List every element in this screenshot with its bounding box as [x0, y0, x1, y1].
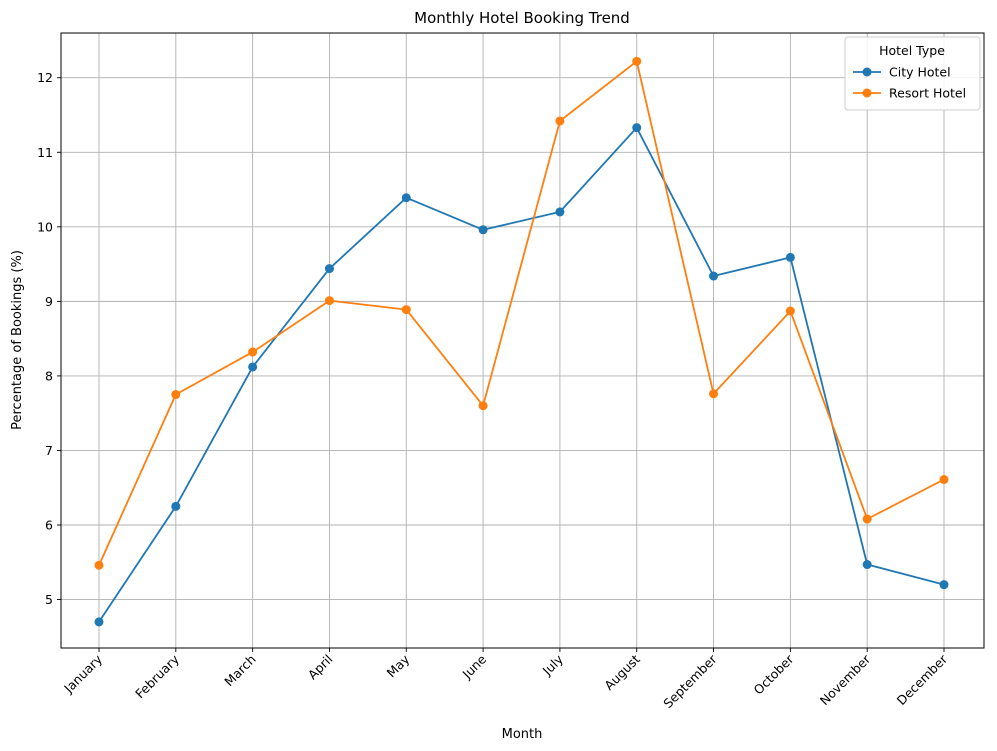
- city-hotel-point: [555, 207, 565, 217]
- y-tick-label: 12: [37, 70, 53, 85]
- city-hotel-point: [171, 501, 181, 511]
- y-tick-label: 6: [45, 518, 53, 533]
- legend-marker-swatch: [862, 88, 872, 98]
- resort-hotel-point: [401, 305, 411, 315]
- resort-hotel-point: [785, 306, 795, 316]
- city-hotel-line: [98, 126, 945, 623]
- resort-hotel-point: [555, 116, 565, 126]
- resort-hotel-point: [248, 347, 258, 357]
- resort-hotel-point: [632, 56, 642, 66]
- legend-items: City Hotel Resort Hotel: [853, 65, 966, 101]
- legend: Hotel Type City Hotel Resort Hotel: [844, 36, 981, 111]
- city-hotel-point: [862, 560, 872, 570]
- y-tick-label: 8: [45, 368, 53, 383]
- resort-hotel-line: [98, 60, 945, 566]
- legend-label: City Hotel: [889, 65, 951, 80]
- y-tick-label: 5: [45, 592, 53, 607]
- legend-item-resort-hotel: Resort Hotel: [853, 86, 966, 101]
- resort-hotel-point: [709, 389, 719, 399]
- series-layer: [94, 56, 949, 627]
- chart-title: Monthly Hotel Booking Trend: [414, 9, 630, 27]
- city-hotel-point: [248, 362, 258, 372]
- plot-frame: [60, 32, 985, 649]
- legend-marker-swatch: [862, 67, 872, 77]
- y-tick-label: 10: [37, 219, 53, 234]
- resort-hotel-point: [862, 514, 872, 524]
- series-city-hotel: [94, 123, 949, 627]
- legend-item-city-hotel: City Hotel: [853, 65, 951, 80]
- city-hotel-point: [94, 617, 104, 627]
- legend-box: [844, 36, 981, 111]
- resort-hotel-point: [939, 475, 949, 485]
- city-hotel-point: [324, 264, 334, 274]
- city-hotel-point: [478, 225, 488, 235]
- resort-hotel-point: [171, 390, 181, 400]
- y-tick-label: 11: [37, 145, 53, 160]
- series-resort-hotel: [94, 56, 949, 570]
- city-hotel-point: [785, 252, 795, 262]
- resort-hotel-point: [478, 401, 488, 411]
- resort-hotel-point: [324, 296, 334, 306]
- city-hotel-point: [401, 193, 411, 203]
- x-axis-title: Month: [502, 727, 543, 742]
- legend-title: Hotel Type: [879, 43, 945, 58]
- city-hotel-point: [632, 123, 642, 133]
- y-tick-label: 7: [45, 443, 53, 458]
- legend-label: Resort Hotel: [889, 86, 966, 101]
- y-tick-label: 9: [45, 294, 53, 309]
- city-hotel-point: [939, 580, 949, 590]
- grid-layer: [61, 33, 984, 648]
- city-hotel-point: [709, 271, 719, 281]
- resort-hotel-point: [94, 560, 104, 570]
- y-axis-title: Percentage of Bookings (%): [10, 250, 25, 430]
